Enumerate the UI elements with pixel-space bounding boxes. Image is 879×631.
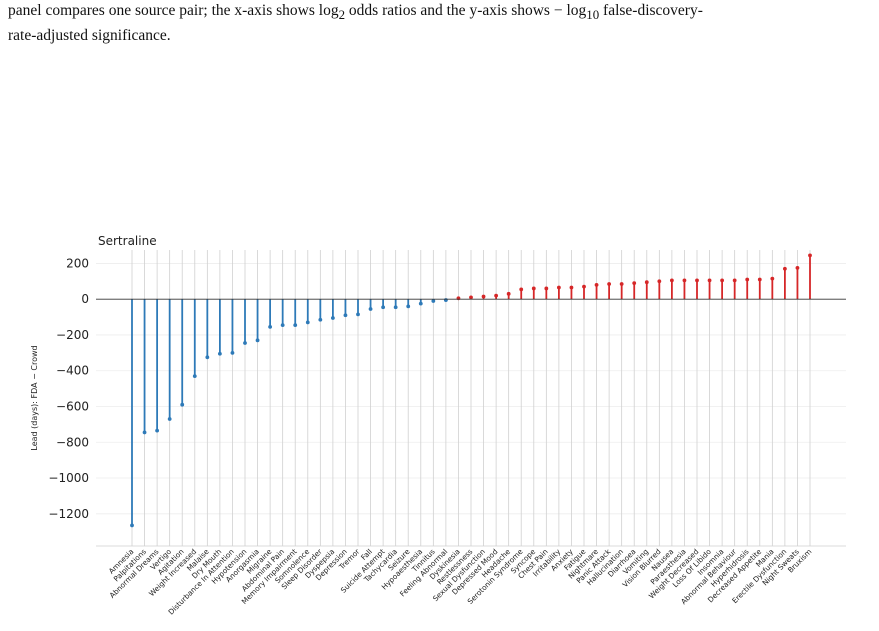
lollipop-point — [393, 305, 398, 310]
y-tick-label: 200 — [66, 256, 89, 270]
lollipop-point — [305, 320, 310, 325]
lollipop-point — [519, 287, 524, 292]
lollipop-point — [469, 295, 473, 300]
grid-layer — [96, 250, 846, 546]
lollipop-point — [531, 286, 536, 291]
y-tick-label: −1000 — [48, 471, 89, 485]
lollipop-point — [795, 265, 800, 270]
axis-layer: 2000−200−400−600−800−1000−1200AmnesiaPal… — [48, 256, 846, 617]
lollipop-point — [381, 305, 386, 310]
lollipop-point — [695, 278, 699, 283]
lollipop-point — [205, 355, 210, 360]
lollipop-point — [582, 284, 586, 289]
lollipop-point — [255, 338, 260, 343]
y-axis-label: Lead (days): FDA − Crowd — [30, 345, 39, 450]
caption-part-3: false-discovery- — [599, 2, 703, 19]
lollipop-point — [217, 351, 222, 356]
caption-line-2: rate-adjusted significance. — [8, 27, 171, 45]
lollipop-point — [544, 286, 549, 291]
lollipop-point — [619, 282, 624, 286]
lollipop-point — [318, 317, 323, 322]
y-tick-label: −800 — [56, 435, 89, 449]
lollipop-point — [632, 281, 637, 285]
lollipop-point — [368, 307, 373, 311]
lollipop-point — [745, 277, 750, 282]
lollipop-point — [782, 266, 787, 271]
lollipop-point — [732, 278, 737, 283]
lollipop-point — [230, 350, 235, 355]
lollipop-point — [757, 277, 762, 282]
caption-sub-10: 10 — [586, 7, 600, 23]
lollipop-point — [720, 278, 725, 283]
lollipop-point — [180, 402, 185, 407]
y-tick-label: 0 — [81, 292, 89, 306]
lollipop-point — [268, 325, 273, 329]
lollipop-point — [607, 282, 612, 286]
lollipop-point — [494, 293, 499, 298]
lollipop-point — [770, 276, 775, 281]
lollipop-point — [243, 341, 247, 345]
lollipop-point — [569, 285, 574, 290]
y-tick-label: −1200 — [48, 507, 89, 521]
lollipop-point — [808, 253, 812, 258]
lollipop-point — [330, 316, 335, 320]
lollipop-point — [356, 312, 360, 317]
lollipop-point — [682, 278, 687, 283]
lollipop-point — [644, 280, 649, 285]
lollipop-point — [406, 304, 411, 309]
lollipop-point — [506, 291, 511, 296]
caption-sub-2: 2 — [338, 7, 346, 23]
lollipop-point — [481, 294, 486, 299]
lollipop-point — [418, 301, 423, 306]
lollipop-point — [293, 323, 298, 328]
figure-caption: panel compares one source pair; the x-ax… — [8, 0, 870, 46]
lollipop-point — [130, 523, 134, 528]
lollipop-point — [343, 313, 348, 318]
caption-part-1: panel compares one source pair; the x-ax… — [8, 2, 339, 19]
lollipop-point — [556, 285, 561, 290]
y-tick-label: −200 — [56, 328, 89, 342]
lollipop-point — [192, 374, 197, 378]
lollipop-point — [669, 278, 674, 283]
lollipop-point — [142, 430, 147, 435]
chart-title: Sertraline — [98, 234, 157, 248]
y-tick-label: −400 — [56, 364, 89, 378]
lollipop-point — [167, 417, 172, 421]
y-tick-label: −600 — [56, 399, 89, 413]
lollipop-point — [594, 282, 599, 287]
caption-part-2: odds ratios and the y-axis shows − log — [345, 2, 587, 19]
lollipop-point — [707, 278, 712, 283]
lollipop-point — [280, 323, 285, 328]
lollipop-point — [155, 428, 160, 433]
lollipop-point — [431, 299, 436, 303]
lollipop-point — [657, 279, 662, 284]
